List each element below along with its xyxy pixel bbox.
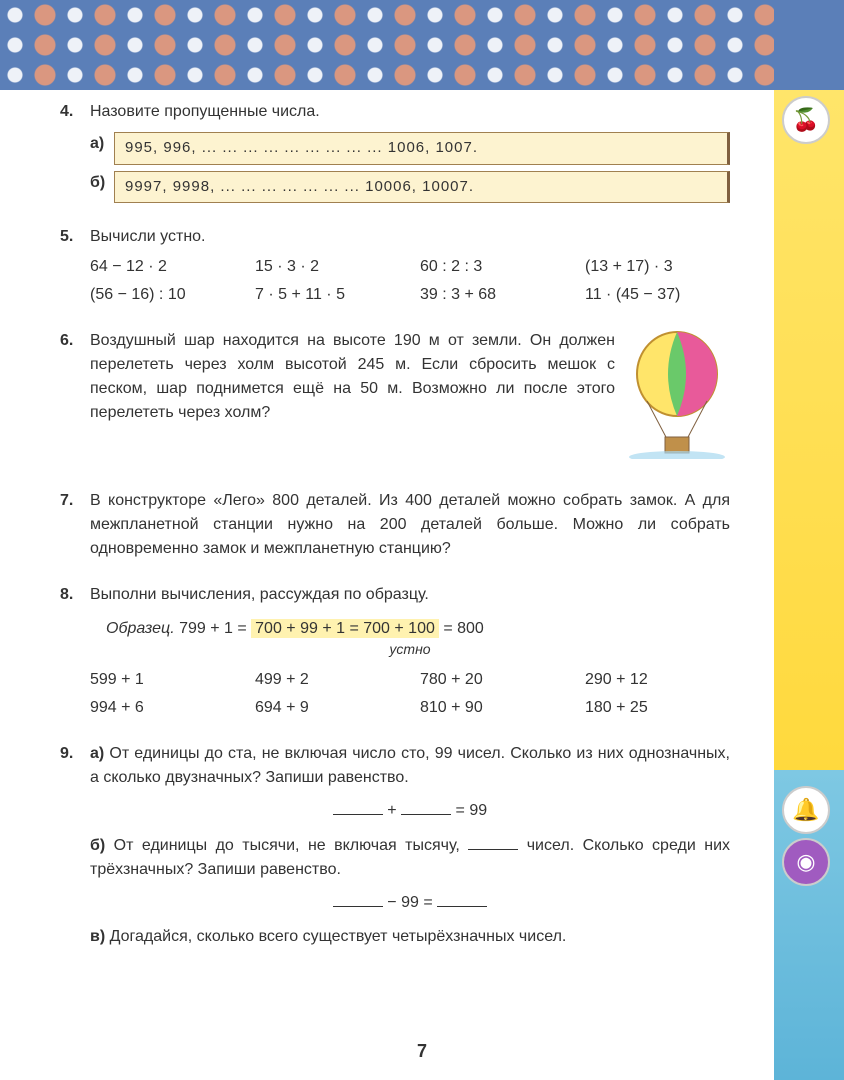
task-4: 4. Назовите пропущенные числа. а) 995, 9… xyxy=(90,100,730,203)
blank[interactable] xyxy=(333,890,383,907)
label-c: в) xyxy=(90,928,105,945)
ustno-label: устно xyxy=(90,639,730,660)
expr: 15 · 3 · 2 xyxy=(255,255,400,279)
calc-grid: 64 − 12 · 2 15 · 3 · 2 60 : 2 : 3 (13 + … xyxy=(90,255,730,307)
expr: (56 − 16) : 10 xyxy=(90,283,235,307)
task-6: 6. Воздушный шар находится на высоте 190… xyxy=(90,329,730,467)
number-bar-b: 9997, 9998, ... ... ... ... ... ... ... … xyxy=(114,171,730,204)
expr: 64 − 12 · 2 xyxy=(90,255,235,279)
page-content: 4. Назовите пропущенные числа. а) 995, 9… xyxy=(90,100,730,971)
page-number: 7 xyxy=(0,1041,844,1062)
side-strip xyxy=(774,0,844,1080)
part-c: в) Догадайся, сколько всего существует ч… xyxy=(90,925,730,949)
task-number: 8. xyxy=(60,583,73,607)
task-prompt: Выполни вычисления, рассуждая по образцу… xyxy=(90,586,429,603)
blank[interactable] xyxy=(401,798,451,815)
task-8: 8. Выполни вычисления, рассуждая по обра… xyxy=(90,583,730,720)
task-number: 4. xyxy=(60,100,73,124)
label-b: б) xyxy=(90,837,105,854)
task-prompt: Назовите пропущенные числа. xyxy=(90,103,320,120)
task-number: 5. xyxy=(60,225,73,249)
number-bar-a: 995, 996, ... ... ... ... ... ... ... ..… xyxy=(114,132,730,165)
task-text: В конструкторе «Лего» 800 деталей. Из 40… xyxy=(90,492,730,557)
task-number: 7. xyxy=(60,489,73,513)
toy-icon: 🔔 xyxy=(782,786,830,834)
task-5: 5. Вычисли устно. 64 − 12 · 2 15 · 3 · 2… xyxy=(90,225,730,307)
spiral-icon: ◉ xyxy=(782,838,830,886)
task-7: 7. В конструкторе «Лего» 800 деталей. Из… xyxy=(90,489,730,561)
task-prompt: Вычисли устно. xyxy=(90,228,206,245)
task-text: Воздушный шар находится на высоте 190 м … xyxy=(90,332,615,421)
balloon-illustration xyxy=(625,329,730,467)
part-c-text: Догадайся, сколько всего существует четы… xyxy=(110,928,567,945)
equation-a: + = 99 xyxy=(90,798,730,823)
expr: 810 + 90 xyxy=(420,696,565,720)
expr: 7 · 5 + 11 · 5 xyxy=(255,283,400,307)
blank[interactable] xyxy=(333,798,383,815)
part-a-text: От единицы до ста, не включая число сто,… xyxy=(90,745,730,786)
sample-label: Образец. xyxy=(106,620,175,637)
expr: 290 + 12 xyxy=(585,668,730,692)
expr: 694 + 9 xyxy=(255,696,400,720)
calc-grid: 599 + 1 499 + 2 780 + 20 290 + 12 994 + … xyxy=(90,668,730,720)
label-a: а) xyxy=(90,132,104,156)
blank[interactable] xyxy=(468,833,518,850)
expr: 780 + 20 xyxy=(420,668,565,692)
task-number: 9. xyxy=(60,742,73,766)
part-b: б) От единицы до тысячи, не включая тыся… xyxy=(90,833,730,882)
equation-b: − 99 = xyxy=(90,890,730,915)
expr: (13 + 17) · 3 xyxy=(585,255,730,279)
task-number: 6. xyxy=(60,329,73,353)
header-pattern xyxy=(0,0,844,90)
expr: 599 + 1 xyxy=(90,668,235,692)
sample-line: Образец. 799 + 1 = 700 + 99 + 1 = 700 + … xyxy=(106,617,730,641)
expr: 11 · (45 − 37) xyxy=(585,283,730,307)
expr: 499 + 2 xyxy=(255,668,400,692)
sample-highlight: 700 + 99 + 1 = 700 + 100 xyxy=(251,619,439,638)
expr: 60 : 2 : 3 xyxy=(420,255,565,279)
task-9: 9. а) От единицы до ста, не включая числ… xyxy=(90,742,730,949)
label-a: а) xyxy=(90,745,104,762)
expr: 180 + 25 xyxy=(585,696,730,720)
expr: 39 : 3 + 68 xyxy=(420,283,565,307)
cherry-icon: 🍒 xyxy=(782,96,830,144)
label-b: б) xyxy=(90,171,105,195)
blank[interactable] xyxy=(437,890,487,907)
expr: 994 + 6 xyxy=(90,696,235,720)
